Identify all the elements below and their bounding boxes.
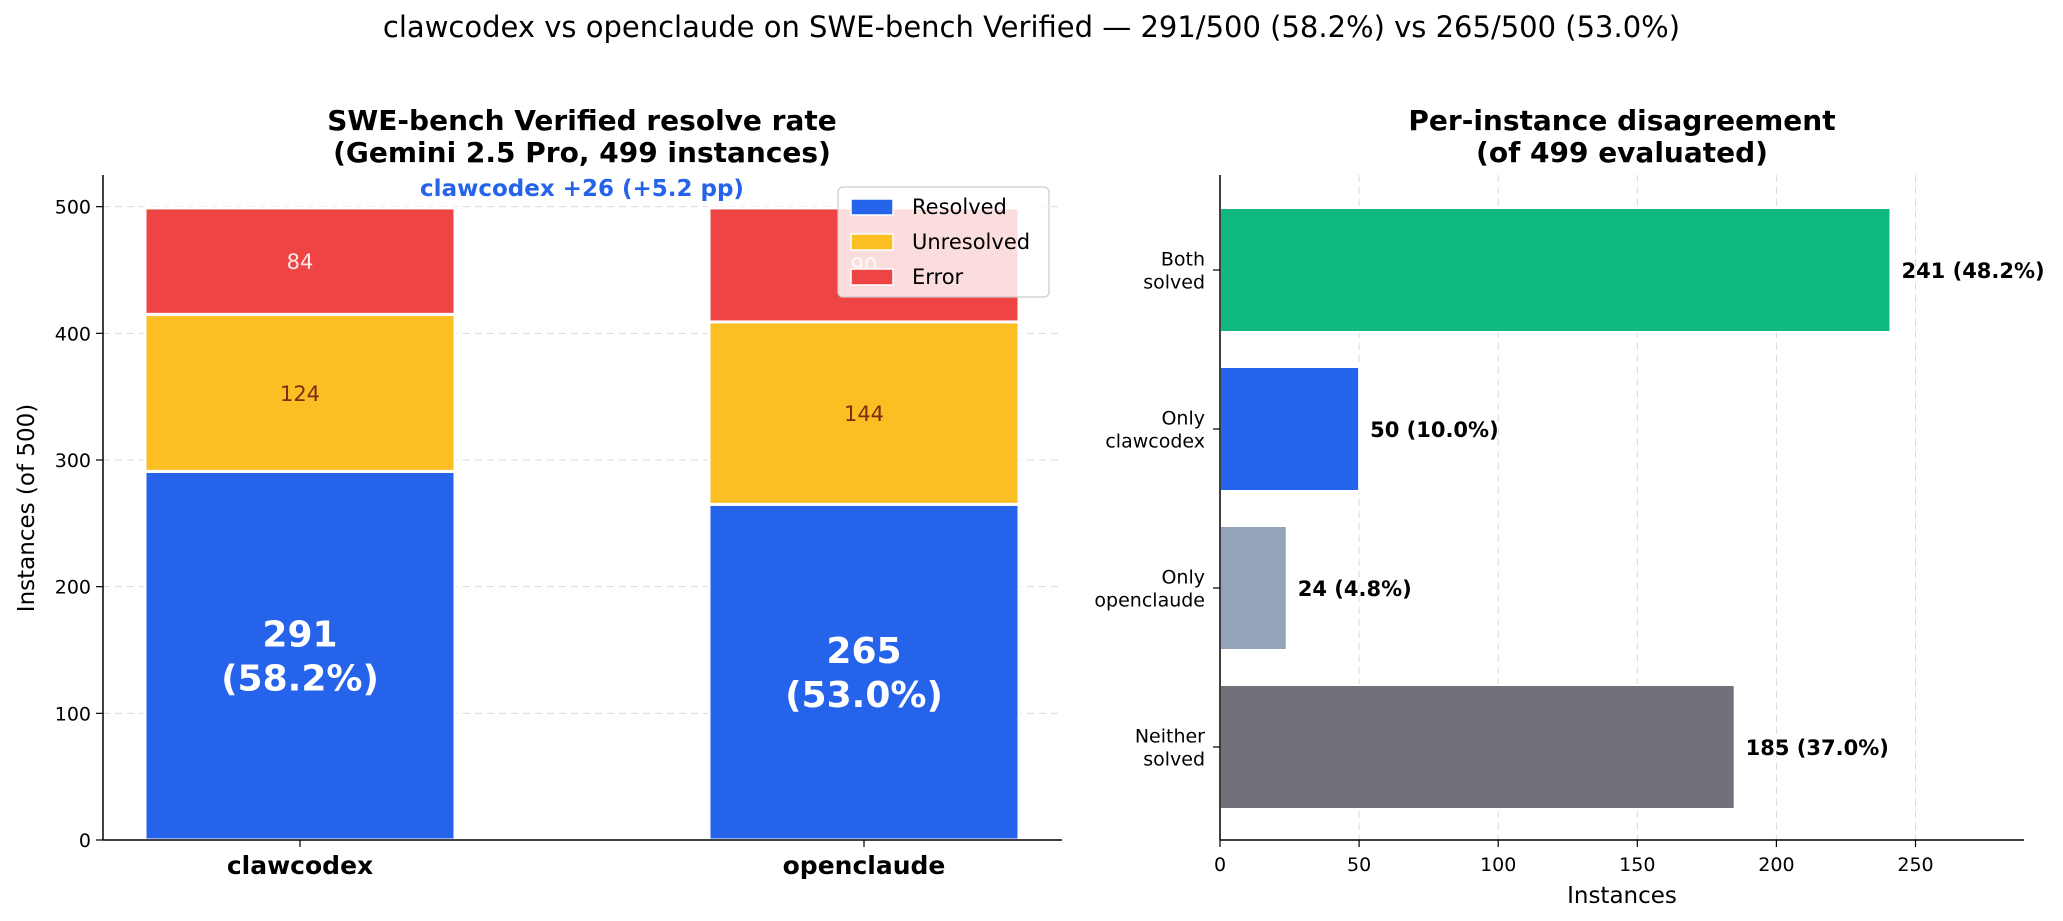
y-category-label: Only clawcodex (1105, 408, 1205, 453)
bar-neither-solved (1219, 684, 1736, 810)
legend-swatch (850, 268, 894, 286)
bar-only-openclaude (1219, 525, 1288, 651)
x-tick-label: openclaude (783, 851, 946, 880)
unresolved-segment-openclaude (707, 320, 1021, 506)
resolved-data-label: 291 (58.2%) (221, 615, 379, 700)
x-tick-label: 0 (1214, 854, 1226, 876)
y-tick-label: 500 (55, 197, 91, 219)
y-tick-label: 300 (55, 450, 91, 472)
x-tick-label: 100 (1480, 854, 1516, 876)
x-tick-label: 150 (1619, 854, 1655, 876)
chart-title-line-1: SWE-bench Verified resolve rate (327, 104, 836, 137)
legend-swatch (850, 233, 894, 251)
bar-only-clawcodex (1219, 366, 1361, 492)
bar-value-label: 185 (37.0%) (1746, 736, 1889, 760)
x-axis-label: Instances (1567, 883, 1677, 909)
error-data-label: 84 (287, 250, 314, 274)
y-tick-label: 200 (55, 577, 91, 599)
x-tick-label: clawcodex (227, 851, 373, 880)
legend-entry: Resolved (912, 195, 1007, 219)
unresolved-data-label: 124 (280, 382, 320, 406)
resolved-data-label: 265 (53.0%) (785, 631, 943, 716)
bar-value-label: 241 (48.2%) (1901, 259, 2044, 283)
legend-entry: Unresolved (912, 230, 1030, 254)
delta-annotation: clawcodex +26 (+5.2 pp) (420, 176, 744, 202)
bar-both-solved (1219, 207, 1892, 333)
x-tick-label: 200 (1758, 854, 1794, 876)
x-tick-label: 250 (1897, 854, 1933, 876)
y-axis-label: Instances (of 500) (14, 404, 40, 612)
error-segment-clawcodex (143, 206, 457, 316)
figure-title: clawcodex vs openclaude on SWE-bench Ver… (382, 10, 1681, 44)
chart-title-line-2: (of 499 evaluated) (1476, 136, 1768, 169)
y-tick-label: 0 (79, 830, 91, 852)
y-tick-label: 400 (55, 323, 91, 345)
chart-title-line-2: (Gemini 2.5 Pro, 499 instances) (333, 136, 831, 169)
resolved-segment-clawcodex (143, 469, 457, 842)
bar-value-label: 24 (4.8%) (1298, 577, 1412, 601)
bar-value-label: 50 (10.0%) (1370, 418, 1499, 442)
y-category-label: Neither solved (1135, 726, 1205, 771)
unresolved-data-label: 144 (844, 402, 884, 426)
y-category-label: Both solved (1143, 249, 1205, 294)
stacked-bar-chart: 291(58.2%)12484265(53.0%)144900100200300… (14, 104, 1062, 880)
legend-swatch (850, 198, 894, 216)
chart-title-line-1: Per-instance disagreement (1408, 104, 1835, 137)
legend-entry: Error (912, 265, 964, 289)
legend: Resolved Unresolved Error (837, 186, 1050, 298)
y-category-label: Only openclaude (1094, 567, 1205, 612)
unresolved-segment-clawcodex (143, 312, 457, 473)
y-tick-label: 100 (55, 703, 91, 725)
resolved-segment-openclaude (707, 502, 1021, 842)
x-tick-label: 50 (1347, 854, 1371, 876)
